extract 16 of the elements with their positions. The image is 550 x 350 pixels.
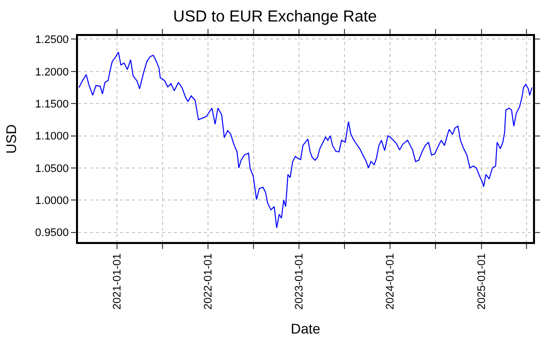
y-tick-label: 1.1500	[35, 98, 69, 110]
y-axis-title: USD	[3, 124, 20, 154]
x-tick-label: 2021-01-01	[112, 253, 124, 310]
y-tick-label: 1.2000	[35, 66, 69, 78]
x-tick-label: 2022-01-01	[202, 253, 215, 310]
line-series	[78, 52, 532, 228]
chart-title: USD to EUR Exchange Rate	[173, 8, 377, 26]
x-tick-label: 2023-01-01	[294, 253, 306, 310]
y-tick-label: 1.2500	[35, 34, 69, 46]
y-tick-label: 0.9500	[35, 227, 69, 240]
y-tick-label: 1.1000	[35, 130, 69, 143]
x-tick-label: 2024-01-01	[384, 253, 397, 310]
x-axis-title: Date	[290, 320, 320, 336]
x-tick-label: 2025-01-01	[476, 253, 488, 310]
y-tick-label: 1.0500	[35, 162, 69, 175]
y-tick-label: 1.0000	[35, 195, 69, 208]
